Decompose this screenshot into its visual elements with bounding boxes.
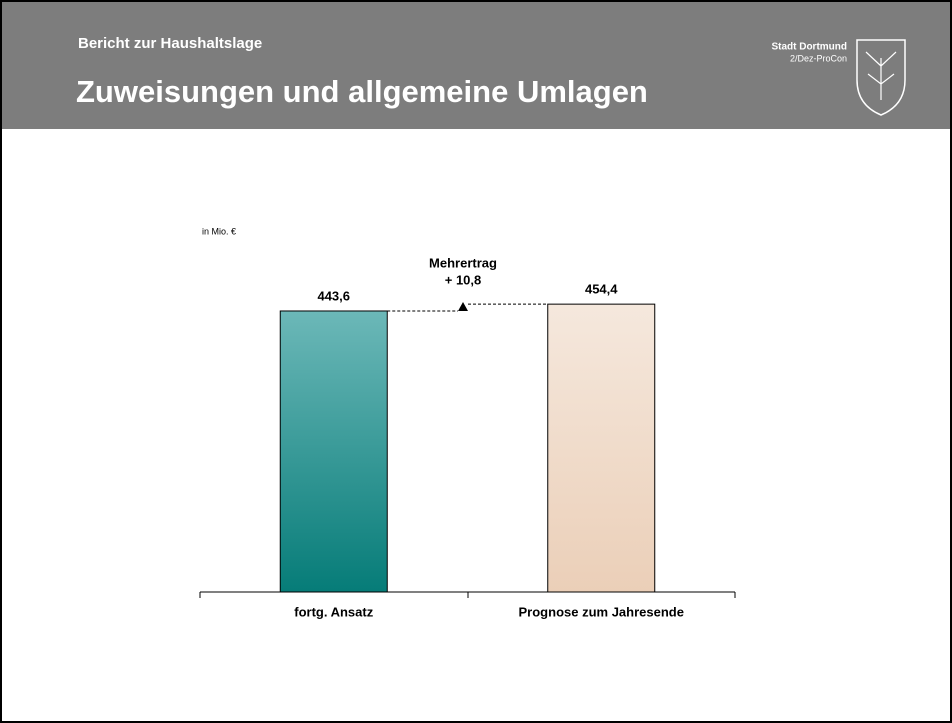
kicker: Bericht zur Haushaltslage <box>78 35 262 52</box>
value-label: 454,4 <box>585 282 618 297</box>
x-tick-label: fortg. Ansatz <box>294 604 373 619</box>
unit-label: in Mio. € <box>202 226 236 236</box>
annotation-delta: + 10,8 <box>445 272 482 287</box>
x-tick-label: Prognose zum Jahresende <box>519 604 684 619</box>
annotation-label: Mehrertrag <box>429 255 497 270</box>
bar <box>547 303 656 593</box>
dept: 2/Dez-ProCon <box>790 53 847 63</box>
crest-eagle <box>865 51 897 100</box>
bar <box>279 310 388 593</box>
value-label: 443,6 <box>317 288 350 303</box>
org: Stadt Dortmund <box>771 42 847 53</box>
delta-arrow <box>458 301 468 311</box>
title: Zuweisungen und allgemeine Umlagen <box>76 74 648 109</box>
crest <box>856 39 906 116</box>
header-band <box>1 1 951 129</box>
